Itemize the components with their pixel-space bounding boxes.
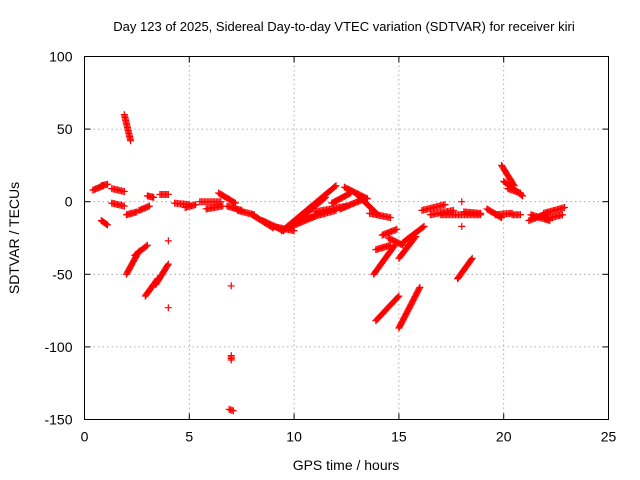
data-point — [458, 222, 466, 230]
x-tick-label: 15 — [391, 429, 407, 445]
data-point — [415, 285, 423, 293]
data-point — [142, 242, 150, 250]
x-axis-label: GPS time / hours — [293, 457, 400, 473]
data-point — [104, 221, 112, 229]
x-tick-label: 25 — [601, 429, 617, 445]
data-point — [387, 241, 395, 249]
data-point — [164, 261, 172, 269]
data-point — [143, 241, 151, 249]
data-point — [120, 202, 128, 210]
data-point — [449, 206, 457, 214]
data-point — [393, 225, 401, 233]
data-point — [467, 256, 475, 264]
plot-frame — [84, 56, 609, 420]
x-tick-label: 5 — [185, 429, 193, 445]
data-point — [322, 193, 330, 201]
data-point — [416, 283, 424, 291]
data-point — [468, 254, 476, 262]
data-point — [150, 193, 158, 201]
data-point — [103, 220, 111, 228]
y-axis-label: SDTVAR / TECUs — [6, 182, 22, 294]
data-point — [229, 407, 237, 415]
data-point — [164, 237, 172, 245]
data-point — [164, 260, 172, 268]
data-point — [104, 180, 112, 188]
data-point — [394, 293, 402, 301]
data-point — [217, 198, 225, 206]
data-point — [227, 282, 235, 290]
y-tick-label: 0 — [65, 194, 73, 210]
data-point — [441, 201, 449, 209]
data-point — [227, 356, 235, 364]
grid-lines — [84, 56, 609, 420]
data-point — [332, 182, 340, 190]
data-point — [120, 188, 128, 196]
y-tick-label: -50 — [52, 266, 72, 282]
x-tick-label: 20 — [496, 429, 512, 445]
data-point — [320, 194, 328, 202]
data-points — [89, 111, 568, 415]
y-tick-label: -150 — [44, 412, 72, 428]
x-tick-label: 10 — [286, 429, 302, 445]
data-point — [458, 198, 466, 206]
data-point — [516, 189, 524, 197]
data-point — [477, 209, 485, 217]
data-point — [395, 292, 403, 300]
data-point — [127, 137, 135, 145]
data-point — [331, 183, 339, 191]
data-point — [516, 211, 524, 219]
chart-title: Day 123 of 2025, Sidereal Day-to-day VTE… — [113, 19, 575, 34]
data-point — [164, 304, 172, 312]
data-point — [164, 190, 172, 198]
data-point — [387, 214, 395, 222]
axis-ticks: 0 5 10 15 20 25 -150 -100 -50 0 50 100 — [44, 49, 616, 445]
x-tick-label: 0 — [81, 429, 89, 445]
y-tick-label: 100 — [49, 49, 73, 65]
data-point — [145, 202, 153, 210]
data-point — [192, 201, 200, 209]
data-point — [420, 222, 428, 230]
data-point — [558, 211, 566, 219]
data-point — [419, 223, 427, 231]
y-tick-label: 50 — [57, 121, 73, 137]
data-point — [560, 204, 568, 212]
y-tick-label: -100 — [44, 339, 72, 355]
